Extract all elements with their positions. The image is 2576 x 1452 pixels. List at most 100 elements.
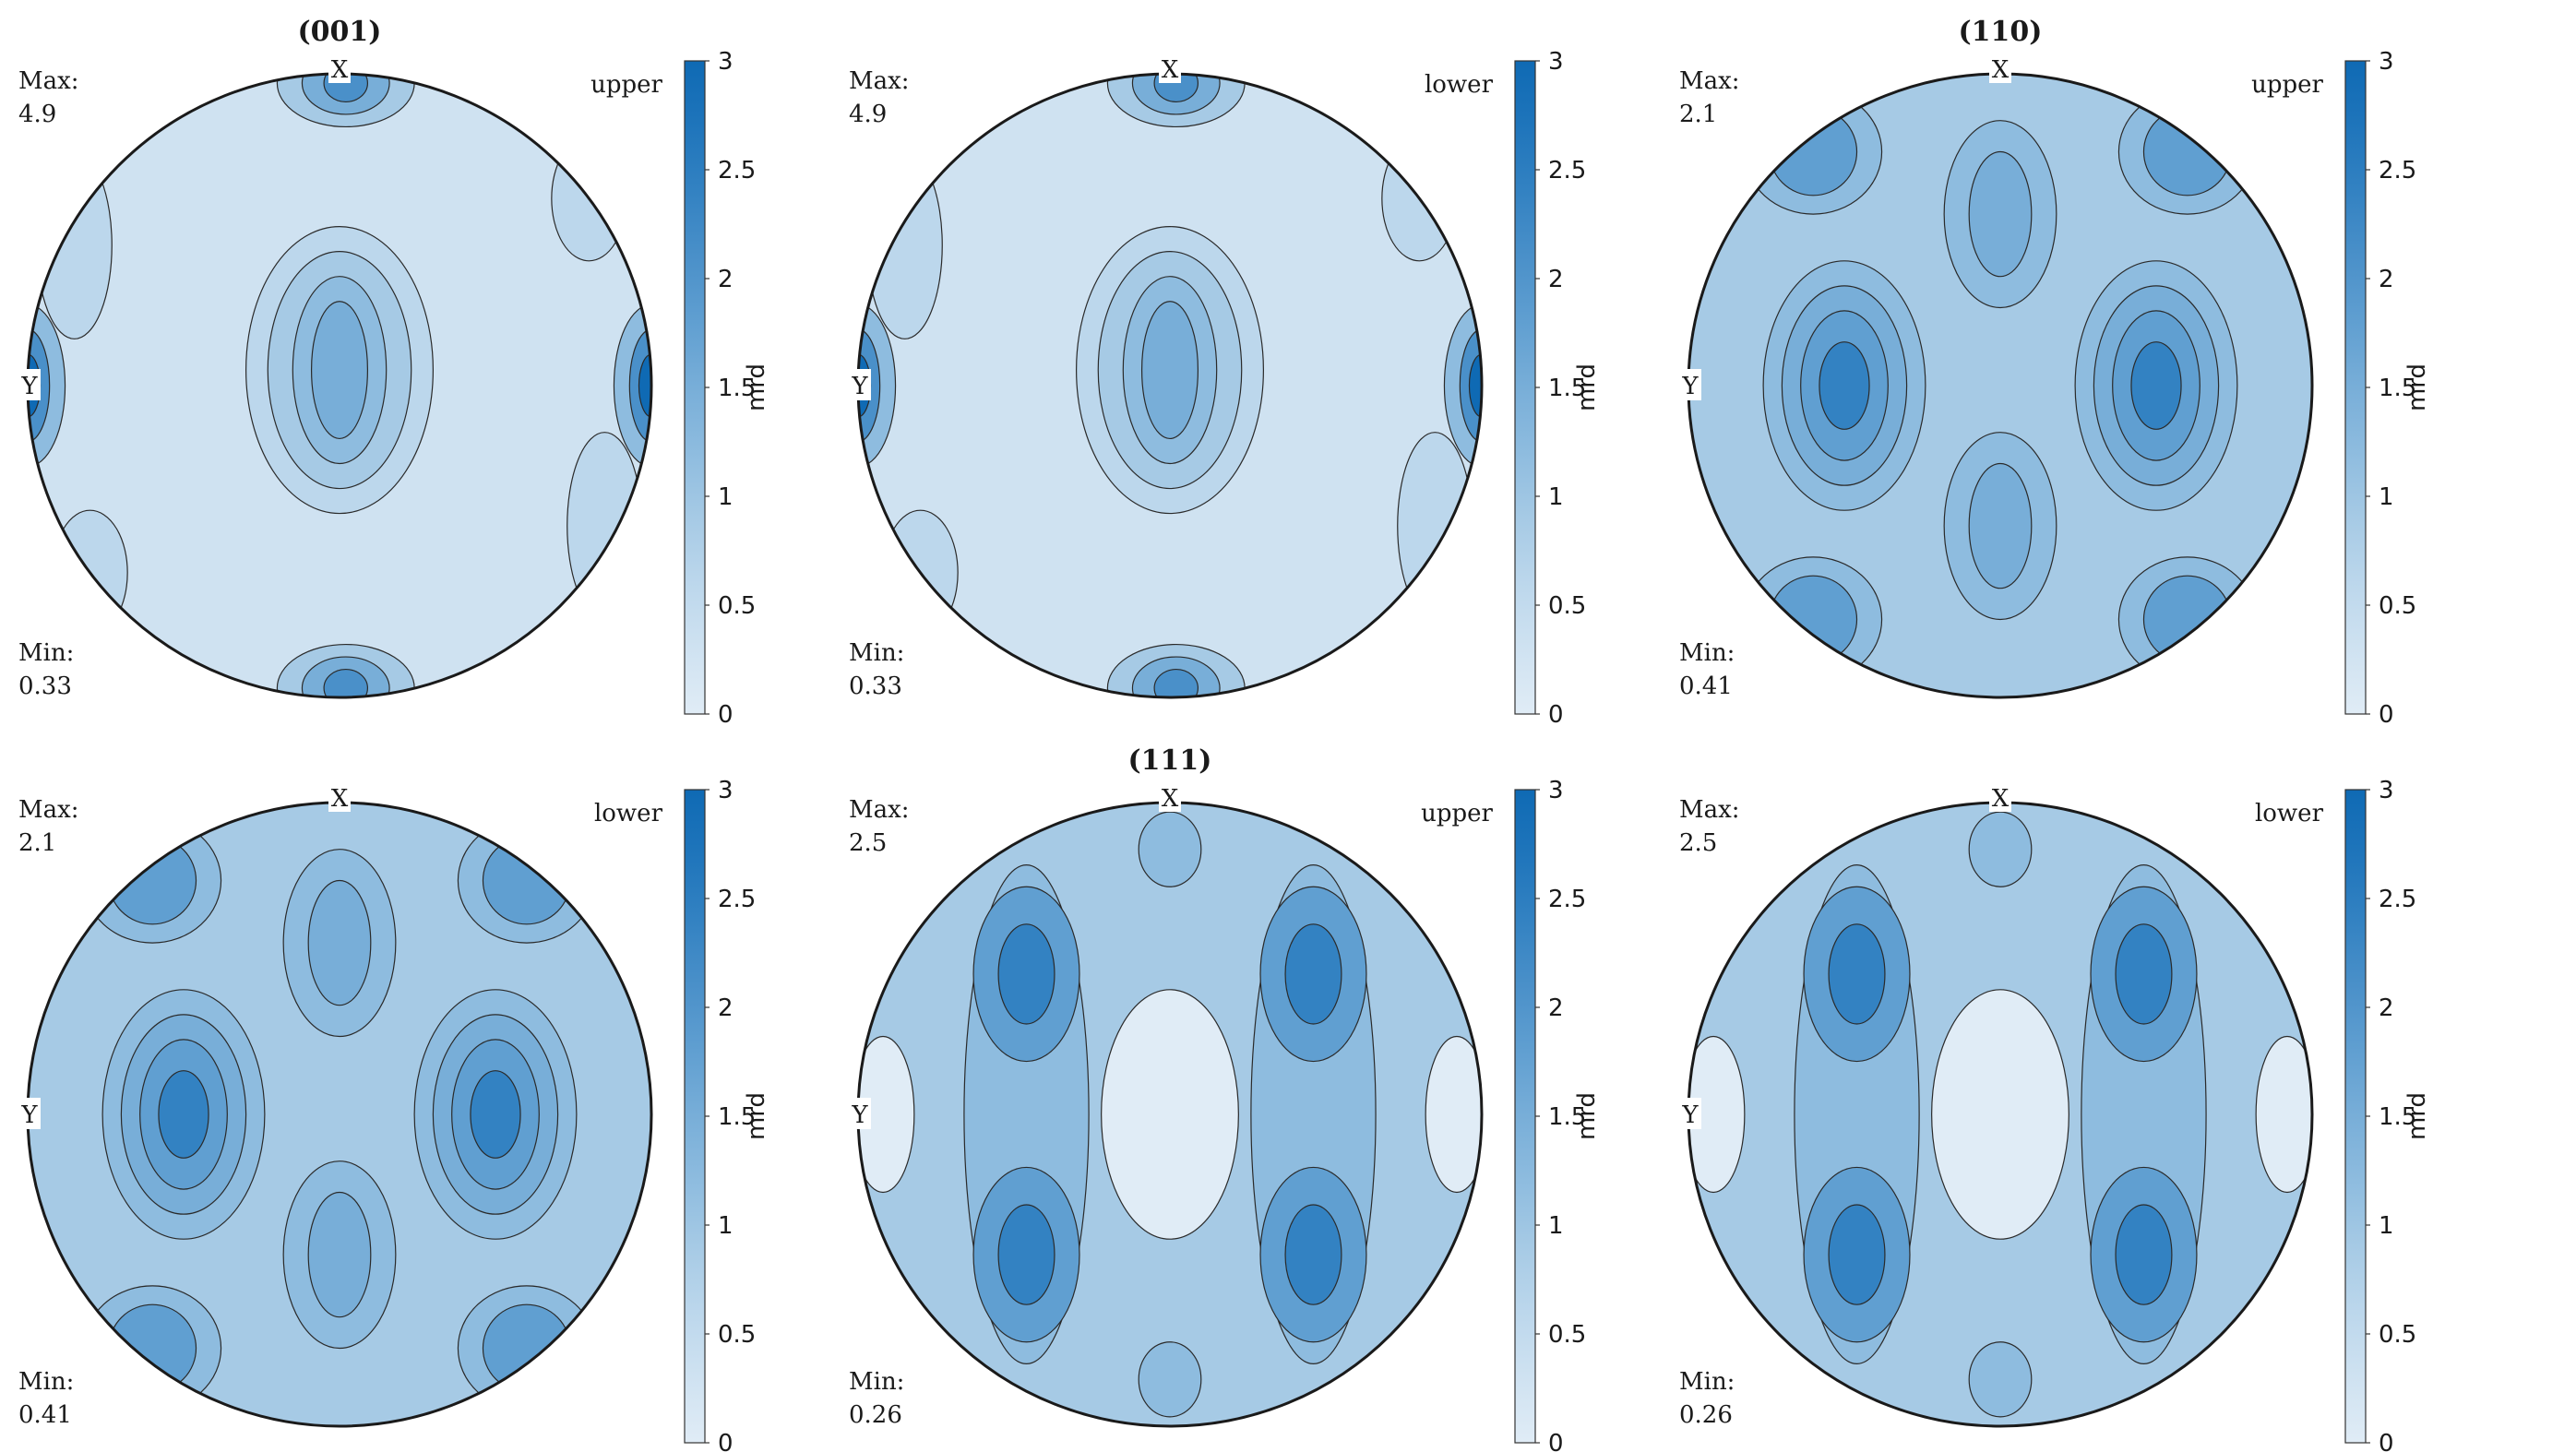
colorbar-label: mrd	[1573, 363, 1601, 411]
max-value: 2.5	[849, 829, 887, 857]
y-axis-label-bg	[1679, 1098, 1701, 1129]
min-label: Min:	[849, 1368, 904, 1396]
contour-level	[323, 668, 369, 697]
colorbar-label: mrd	[743, 363, 770, 411]
hemisphere-label: lower	[2255, 800, 2324, 827]
contour-level	[1769, 107, 1858, 196]
min-value: 0.33	[849, 672, 902, 700]
colorbar-tick-label: 0	[1548, 1430, 1564, 1452]
contour-level	[613, 303, 651, 468]
contour-level	[1101, 989, 1239, 1240]
max-value: 2.5	[1679, 829, 1717, 857]
colorbar-tick-label: 2.5	[718, 157, 756, 184]
colorbar-label: mrd	[2403, 1092, 2431, 1140]
colorbar-tick-label: 2	[2379, 994, 2394, 1022]
pole-figure-panel-1: X Y Max: 4.9 Min: 0.33 lower 0 0.5 1 1.5 2 2.5 3 mrd	[849, 48, 1601, 729]
colorbar-tick-label: 0.5	[2379, 1321, 2416, 1349]
colorbar-tick-label: 1.5	[1548, 1103, 1586, 1131]
max-value: 2.1	[18, 829, 56, 857]
contour-level	[1284, 923, 1342, 1025]
colorbar-tick-label: 3	[718, 48, 733, 76]
colorbar	[684, 789, 706, 1444]
hemisphere-label: upper	[1421, 800, 1493, 827]
contour-level	[1828, 923, 1886, 1025]
colorbar-label: mrd	[743, 1092, 770, 1140]
contour-level	[158, 1070, 209, 1159]
min-label: Min:	[849, 639, 904, 667]
x-axis-label-bg	[328, 784, 351, 812]
colorbar-label: mrd	[1573, 1092, 1601, 1140]
colorbar-tick-label: 2	[718, 994, 733, 1022]
contour-level	[1968, 811, 2033, 887]
contour-level	[1425, 1035, 1482, 1194]
max-label: Max:	[1679, 796, 1740, 824]
panel-title: (110)	[1958, 16, 2042, 48]
contour-level	[470, 1070, 521, 1159]
y-axis-label: Y	[851, 373, 868, 400]
x-axis-label-bg	[1989, 55, 2011, 83]
colorbar-tick-label: 1	[2379, 1212, 2394, 1240]
density-contours	[1688, 803, 2312, 1426]
x-axis-label: X	[331, 56, 349, 84]
x-axis-label-bg	[1159, 784, 1181, 812]
contour-level	[566, 432, 643, 621]
min-value: 0.33	[18, 672, 72, 700]
y-axis-label-bg	[849, 1098, 871, 1129]
contour-level	[1819, 341, 1870, 430]
max-value: 4.9	[849, 101, 887, 128]
y-axis-label: Y	[20, 373, 38, 400]
y-axis-label-bg	[849, 369, 871, 400]
colorbar-tick-label: 0.5	[718, 1321, 756, 1349]
contour-level	[1688, 1035, 1746, 1194]
contour-level	[310, 301, 369, 440]
max-value: 4.9	[18, 101, 56, 128]
contour-level	[1153, 668, 1199, 697]
y-axis-label: Y	[851, 1101, 868, 1129]
y-axis-label-bg	[18, 1098, 41, 1129]
min-value: 0.41	[1679, 672, 1733, 700]
panel-title: (001)	[297, 16, 381, 48]
colorbar	[684, 60, 706, 715]
contour-level	[2255, 1035, 2312, 1194]
x-axis-label: X	[1162, 56, 1179, 84]
colorbar-tick-label: 1	[1548, 483, 1564, 511]
hemisphere-label: lower	[594, 800, 663, 827]
colorbar-tick-label: 0	[1548, 701, 1564, 729]
colorbar-tick-label: 1.5	[2379, 375, 2416, 402]
contour-level	[307, 1191, 372, 1318]
colorbar-tick-label: 0	[2379, 701, 2394, 729]
colorbar-tick-label: 0.5	[1548, 592, 1586, 620]
colorbar-tick-label: 1.5	[718, 375, 756, 402]
colorbar-tick-label: 1.5	[718, 1103, 756, 1131]
max-label: Max:	[18, 67, 79, 95]
contour-level	[307, 879, 372, 1006]
contour-level	[28, 328, 51, 443]
colorbar-tick-label: 0.5	[2379, 592, 2416, 620]
contour-level	[108, 836, 197, 925]
x-axis-label: X	[331, 785, 349, 813]
contour-level	[2115, 1204, 2173, 1305]
contour-level	[2115, 923, 2173, 1025]
colorbar-tick-label: 2	[1548, 266, 1564, 293]
contour-level	[2130, 341, 2182, 430]
contour-level	[1284, 1204, 1342, 1305]
contour-level	[1828, 1204, 1886, 1305]
colorbar-tick-label: 2	[1548, 994, 1564, 1022]
colorbar-tick-label: 1	[718, 483, 733, 511]
colorbar-tick-label: 2.5	[2379, 886, 2416, 913]
min-label: Min:	[1679, 639, 1735, 667]
contour-level	[858, 1035, 915, 1194]
contour-level	[1931, 989, 2069, 1240]
y-axis-label-bg	[1679, 369, 1701, 400]
colorbar-tick-label: 2.5	[718, 886, 756, 913]
colorbar-tick-label: 2.5	[2379, 157, 2416, 184]
contour-level	[1397, 432, 1473, 621]
contour-level	[482, 836, 571, 925]
pole-figure-panel-5: X Y Max: 2.5 Min: 0.26 lower 0 0.5 1 1.5 2 2.5 3 mrd	[1679, 777, 2431, 1452]
contour-level	[997, 923, 1055, 1025]
contour-level	[36, 150, 113, 339]
contour-level	[1968, 150, 2033, 278]
colorbar-tick-label: 0	[2379, 1430, 2394, 1452]
panel-title: (111)	[1127, 744, 1211, 777]
x-axis-label: X	[1992, 56, 2010, 84]
